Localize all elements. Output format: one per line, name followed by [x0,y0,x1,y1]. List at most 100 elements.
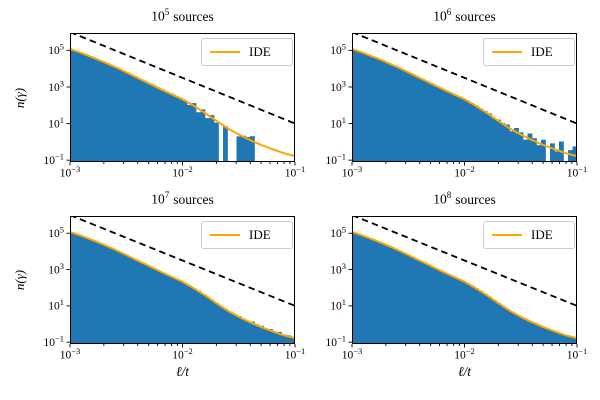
hist-bar [209,115,215,162]
hist-bar [442,90,447,162]
hist-bar [523,139,528,162]
hist-bar [406,255,411,344]
hist-bar [446,91,452,162]
subplot-4-title: 108 sources [352,190,577,208]
hist-bar [442,272,447,344]
hist-bar [509,311,515,344]
hist-bar [514,314,519,344]
hist-bar [200,293,206,344]
hist-bar [182,100,188,162]
hist-bar [173,278,179,344]
x-tick-label: 10−3 [60,164,81,180]
hist-bar [388,246,393,344]
x-tick-label: 10−1 [285,346,306,362]
hist-bar [410,74,416,162]
y-tick-label: 10−1 [325,333,346,349]
hist-bar [365,54,371,162]
hist-bar [572,337,577,344]
ide-line [70,230,295,340]
hist-bar [496,303,501,344]
hist-bar [523,318,528,344]
title-exponent: 6 [446,7,452,17]
hist-bar [205,118,210,162]
title-exponent: 5 [164,7,170,17]
y-tick-label: 105 [48,225,64,241]
hist-bar [392,65,398,162]
hist-bar [361,235,366,344]
hist-bar [374,241,380,344]
hist-bar [106,63,111,162]
y-tick-label: 101 [48,115,64,131]
hist-bar [509,131,515,162]
hist-bar [356,234,362,344]
hist-bar [491,118,497,162]
hist-bar [92,58,98,162]
hist-bar [527,133,533,162]
power-law-dashed-line [70,216,295,307]
hist-bar [451,94,456,162]
x-axis-label: ℓ/t [175,364,190,379]
hist-bar [110,248,116,344]
hist-bar [101,245,107,344]
y-tick-label: 105 [330,42,346,58]
ide-line-swatch [492,51,522,53]
hist-bar [196,290,201,344]
hist-bar [541,327,546,344]
hist-bar [568,150,573,162]
hist-bar [259,325,264,344]
hist-bar [379,60,384,162]
hist-bar [178,97,183,162]
hist-bar [169,276,174,344]
power-law-dashed-line [352,33,577,125]
hist-bar [370,56,375,162]
hist-bar [455,278,461,344]
hist-bar [169,93,174,162]
title-base: 10 [151,8,165,24]
hist-bar [110,66,116,162]
hist-bar [419,261,425,344]
hist-bar [433,85,438,162]
hist-bar [205,296,210,344]
hist-bar [124,72,129,162]
hist-bar [70,232,75,344]
hist-bar [133,259,138,344]
y-tick-label: 101 [48,297,64,313]
power-law-dashed-line [352,216,577,307]
hist-bar [236,316,242,344]
hist-bar [79,235,84,344]
hist-bar [482,293,488,344]
hist-bar [187,104,192,162]
hist-bar [365,237,371,344]
hist-bar [214,303,219,344]
hist-bar [473,288,479,344]
hist-bar [254,324,260,344]
legend-subplot-1: IDE [201,38,293,66]
hist-bar [505,308,510,344]
hist-bar [200,109,206,162]
hist-bar [88,56,93,162]
hist-bar [469,103,474,162]
hist-bar [401,252,407,344]
hist-bar [496,119,501,162]
title-suffix: sources [455,191,496,207]
hist-bar [419,78,425,162]
x-tick-label: 10−1 [567,164,588,180]
hist-bar [124,255,129,344]
ide-line [70,47,295,158]
hist-bar [146,266,152,344]
hist-bar [160,272,165,344]
hist-bar [383,244,389,344]
subplot-4: 10−3 10−2 10−1 105 103 101 10−1 [325,216,588,362]
hist-bar [268,329,273,344]
hist-bar [424,263,429,344]
hist-bar [379,243,384,344]
title-base: 10 [433,191,447,207]
hist-bar [568,336,573,344]
hist-bar [536,145,542,162]
hist-bar [541,139,546,162]
hist-bar [397,68,402,162]
y-tick-label: 103 [330,78,346,94]
x-tick-label: 10−1 [567,346,588,362]
legend-label: IDE [531,227,553,242]
x-tick-label: 10−1 [285,164,306,180]
